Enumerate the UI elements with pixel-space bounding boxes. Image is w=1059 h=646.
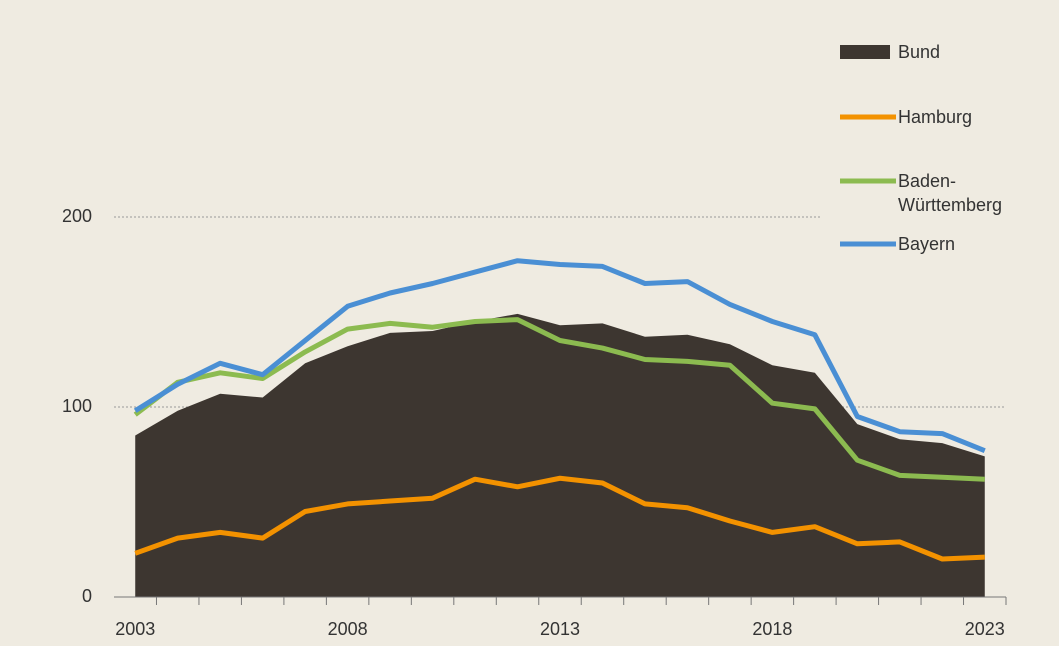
line xyxy=(133,317,985,482)
y-tick-label: 200 xyxy=(62,206,92,226)
legend-swatch xyxy=(840,45,890,59)
legend-label: Bayern xyxy=(898,234,956,254)
x-tick-label: 2003 xyxy=(115,619,155,639)
legend-label: Bund xyxy=(898,42,941,62)
y-tick-label: 0 xyxy=(82,586,92,606)
area xyxy=(135,313,985,597)
legend-label: Baden-Württemberg xyxy=(898,171,1003,215)
x-tick-label: 2013 xyxy=(540,619,580,639)
line xyxy=(134,475,985,562)
x-tick-label: 2008 xyxy=(328,619,368,639)
x-tick-label: 2018 xyxy=(752,619,792,639)
line xyxy=(133,258,986,454)
x-tick-label: 2023 xyxy=(965,619,1005,639)
y-tick-label: 100 xyxy=(62,396,92,416)
legend-label: Hamburg xyxy=(898,107,973,127)
